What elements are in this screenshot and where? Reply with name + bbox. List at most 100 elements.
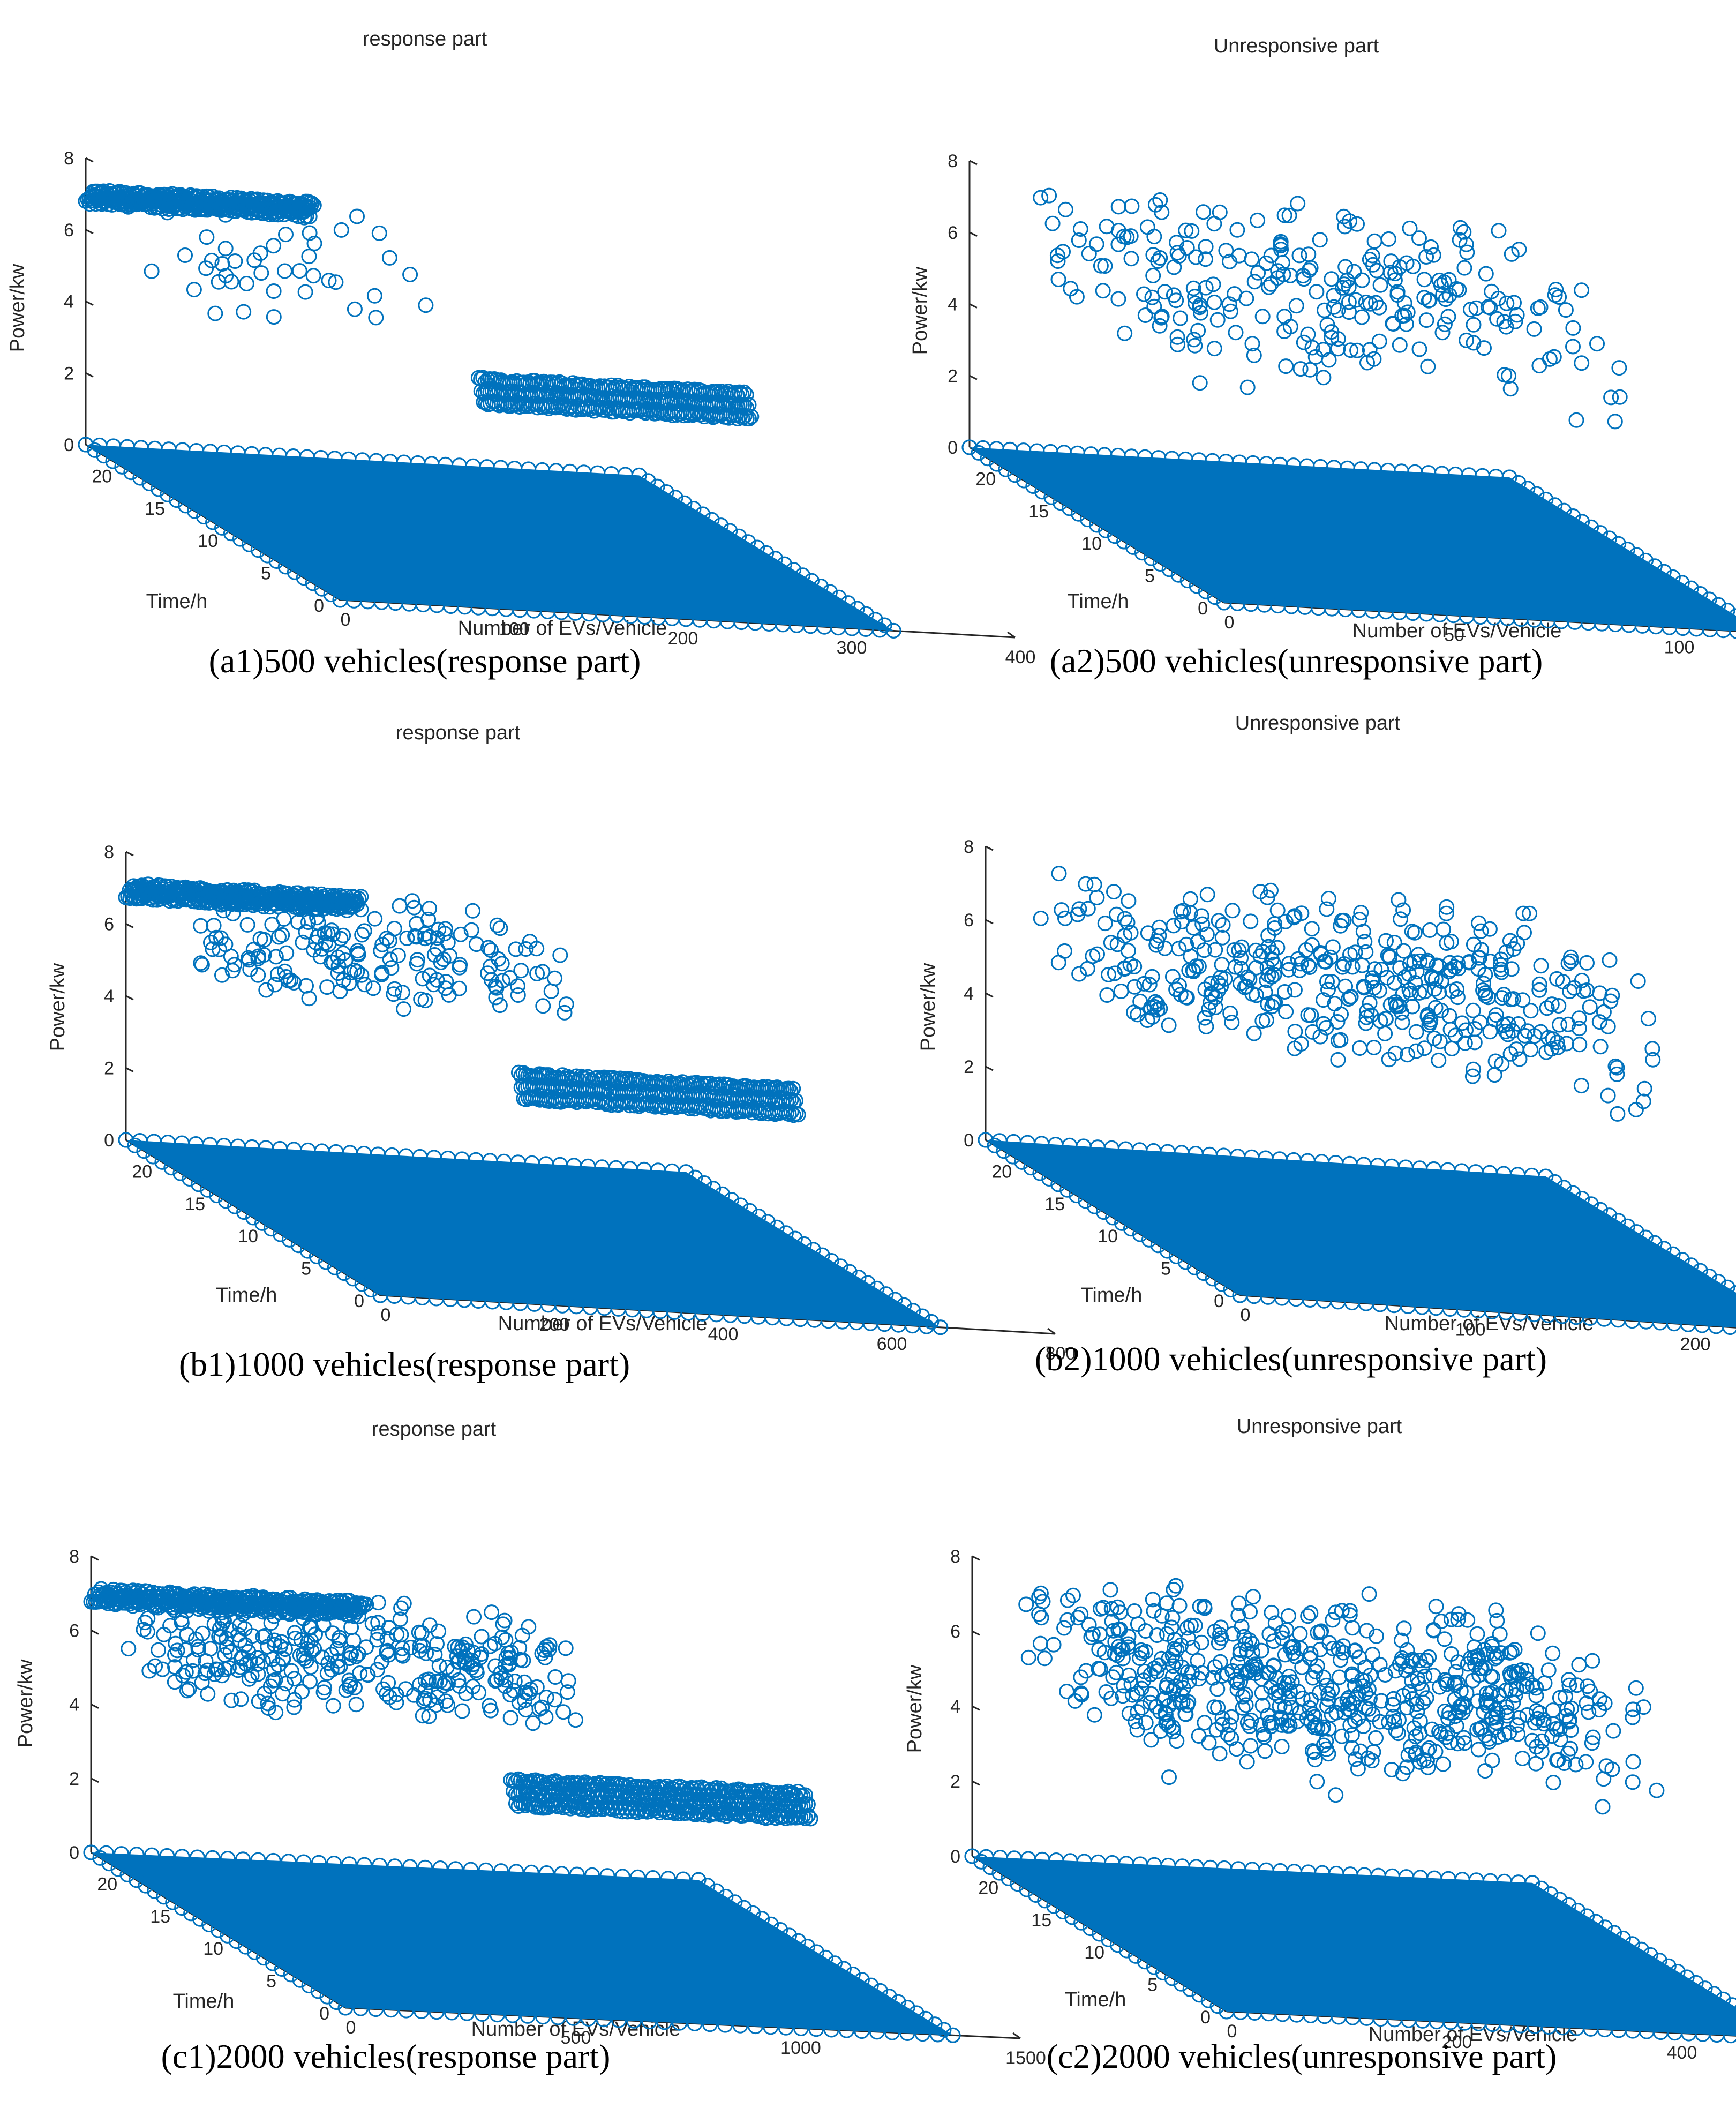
z-tick-label: 0 — [948, 438, 958, 458]
cloud-marker — [1198, 251, 1214, 267]
cloud-marker — [1161, 1769, 1177, 1785]
cloud-marker — [1565, 320, 1581, 336]
cloud-marker — [1484, 1752, 1500, 1768]
cloud-marker — [1489, 1612, 1505, 1629]
idle-marker — [1638, 552, 1654, 568]
cloud-marker — [1449, 981, 1465, 997]
cloud-marker — [1171, 248, 1187, 264]
z-tick-label: 0 — [950, 1847, 960, 1867]
time-tick-label: 20 — [132, 1161, 152, 1182]
idle-marker — [1207, 589, 1223, 605]
scatter-marker — [371, 225, 387, 241]
cloud-marker — [1316, 370, 1332, 386]
z-tick — [85, 157, 94, 163]
outlier-marker — [1603, 389, 1619, 406]
outlier-marker — [1610, 1106, 1626, 1122]
cloud-marker — [1294, 1659, 1310, 1675]
z-tick — [91, 1704, 99, 1709]
z-tick-label: 8 — [964, 837, 974, 857]
time-tick-label: 5 — [1161, 1259, 1171, 1279]
z-tick-label: 2 — [948, 366, 958, 386]
x-tick-label: 0 — [381, 1305, 391, 1325]
panel-title: response part — [396, 722, 521, 744]
panel-caption: (b2)1000 vehicles(unresponsive part) — [1035, 1340, 1547, 1378]
idle-marker — [831, 589, 847, 605]
idle-marker — [1034, 484, 1050, 500]
cloud-marker — [1364, 1647, 1380, 1663]
cloud-marker — [1124, 198, 1140, 214]
scatter-marker — [214, 256, 230, 272]
z-axis-label: Power/kw — [14, 1659, 37, 1747]
z-tick-label: 6 — [64, 220, 74, 241]
idle-marker — [777, 556, 793, 572]
cloud-marker — [1578, 1754, 1594, 1770]
scatter-marker — [510, 978, 525, 994]
scatter-marker — [296, 209, 312, 226]
z-tick — [972, 1780, 980, 1786]
idle-marker — [223, 526, 239, 542]
idle-marker — [105, 453, 121, 469]
z-tick-label: 6 — [950, 1622, 960, 1642]
idle-marker — [961, 439, 978, 455]
time-tick-label: 20 — [97, 1874, 117, 1894]
z-tick-label: 8 — [948, 151, 958, 171]
scatter-marker — [163, 197, 179, 213]
idle-marker — [241, 536, 257, 552]
time-tick-label: 0 — [354, 1291, 364, 1311]
x-tick-label: 200 — [1680, 1334, 1711, 1355]
scatter-marker — [287, 1671, 303, 1687]
scatter-marker — [294, 1684, 310, 1700]
cloud-marker — [1193, 305, 1208, 321]
cloud-marker — [1596, 1771, 1612, 1787]
cloud-marker — [1106, 884, 1122, 900]
time-axis-label: Time/h — [173, 1990, 235, 2013]
cloud-marker — [1085, 948, 1101, 964]
cloud-marker — [1574, 282, 1590, 298]
cloud-marker — [1126, 1004, 1142, 1021]
cloud-marker — [1526, 321, 1542, 337]
z-axis-label: Power/kw — [47, 963, 69, 1051]
cloud-marker — [1166, 918, 1182, 934]
cloud-marker — [1489, 311, 1505, 327]
z-tick-label: 8 — [950, 1547, 960, 1567]
time-tick-label: 0 — [314, 596, 324, 616]
cloud-marker — [1033, 910, 1049, 926]
cloud-marker — [1254, 309, 1271, 325]
cloud-marker — [1143, 1732, 1159, 1748]
cloud-marker — [1277, 984, 1292, 1000]
scatter-marker — [367, 911, 383, 927]
cloud-marker — [1408, 1043, 1424, 1059]
scatter-marker — [302, 225, 318, 241]
cloud-marker — [1108, 1664, 1124, 1680]
x-tick-label: 200 — [668, 628, 698, 649]
idle-marker — [840, 595, 856, 611]
scatter-marker — [492, 997, 508, 1014]
x-tick-label: 400 — [708, 1324, 739, 1345]
scatter-marker — [349, 208, 365, 224]
z-tick — [969, 374, 978, 380]
cloud-marker — [1436, 921, 1452, 937]
idle-marker — [758, 545, 775, 561]
cloud-marker — [1050, 955, 1066, 971]
idle-marker — [1179, 573, 1196, 589]
cloud-marker — [1366, 233, 1382, 249]
cloud-marker — [1433, 1614, 1449, 1630]
scatter-marker — [483, 1702, 499, 1719]
idle-marker — [822, 584, 838, 600]
idle-marker — [1683, 580, 1699, 596]
idle-marker — [305, 575, 321, 591]
series-idle — [964, 1848, 1736, 2044]
idle-marker — [1089, 517, 1104, 533]
cloud-marker — [1208, 1722, 1224, 1738]
idle-marker — [259, 547, 275, 564]
cloud-marker — [1223, 303, 1238, 319]
cloud-marker — [1281, 1608, 1296, 1624]
z-tick-label: 8 — [69, 1547, 79, 1567]
series-idle — [978, 1132, 1736, 1335]
x-tick-label: 400 — [1667, 2043, 1697, 2063]
cloud-marker — [1301, 246, 1317, 262]
scatter-marker — [121, 1641, 137, 1657]
idle-marker — [749, 539, 765, 556]
idle-marker — [250, 542, 266, 558]
cloud-marker — [1168, 292, 1184, 309]
